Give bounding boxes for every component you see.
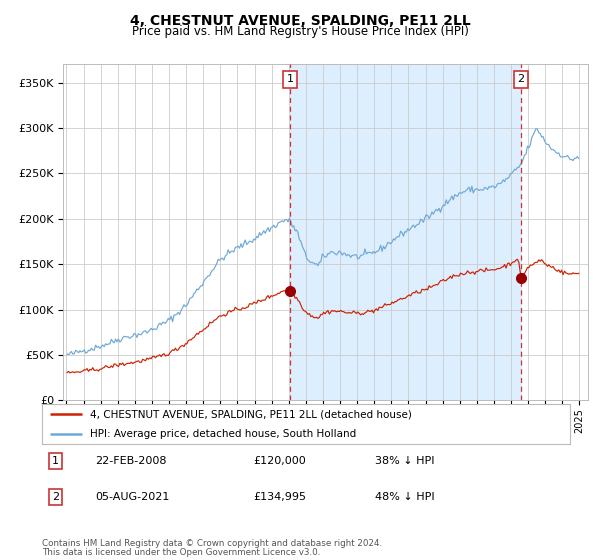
Text: 2: 2 bbox=[517, 74, 524, 85]
Text: 38% ↓ HPI: 38% ↓ HPI bbox=[374, 456, 434, 466]
Text: 4, CHESTNUT AVENUE, SPALDING, PE11 2LL (detached house): 4, CHESTNUT AVENUE, SPALDING, PE11 2LL (… bbox=[89, 409, 412, 419]
Text: Contains HM Land Registry data © Crown copyright and database right 2024.: Contains HM Land Registry data © Crown c… bbox=[42, 539, 382, 548]
Text: £120,000: £120,000 bbox=[253, 456, 306, 466]
Text: £134,995: £134,995 bbox=[253, 492, 306, 502]
Text: 1: 1 bbox=[287, 74, 293, 85]
Text: 1: 1 bbox=[52, 456, 59, 466]
Text: 4, CHESTNUT AVENUE, SPALDING, PE11 2LL: 4, CHESTNUT AVENUE, SPALDING, PE11 2LL bbox=[130, 14, 470, 28]
Text: HPI: Average price, detached house, South Holland: HPI: Average price, detached house, Sout… bbox=[89, 428, 356, 438]
Text: Price paid vs. HM Land Registry's House Price Index (HPI): Price paid vs. HM Land Registry's House … bbox=[131, 25, 469, 38]
Text: 05-AUG-2021: 05-AUG-2021 bbox=[95, 492, 169, 502]
Text: 22-FEB-2008: 22-FEB-2008 bbox=[95, 456, 166, 466]
Text: 48% ↓ HPI: 48% ↓ HPI bbox=[374, 492, 434, 502]
Bar bbox=[290, 64, 521, 400]
Text: This data is licensed under the Open Government Licence v3.0.: This data is licensed under the Open Gov… bbox=[42, 548, 320, 557]
Text: 2: 2 bbox=[52, 492, 59, 502]
